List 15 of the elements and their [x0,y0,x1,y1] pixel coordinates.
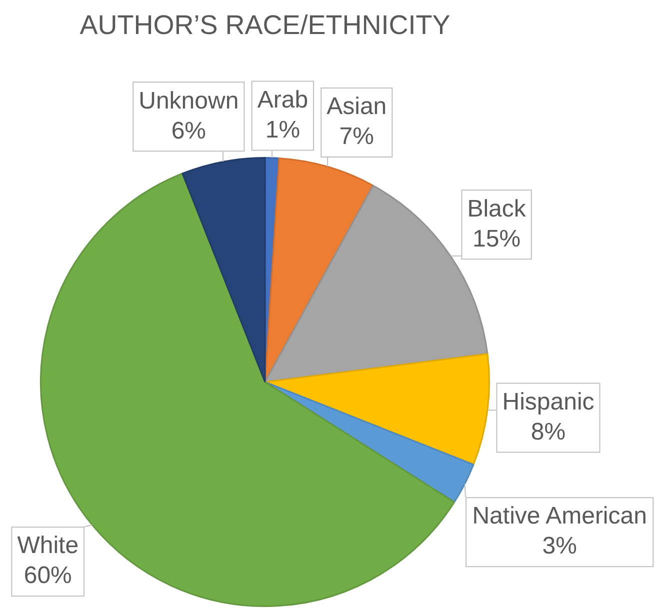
slice-label: Unknown [138,87,239,114]
slice-label: Asian [326,93,387,120]
data-label: 1% [265,116,300,144]
data-label: 7% [339,123,374,150]
data-label: 8% [530,418,566,446]
data-label: 3% [542,532,577,560]
slice-label: Black [467,195,527,222]
chart-title: AUTHOR’S RACE/ETHNICITY [80,10,450,40]
slice-label: Arab [257,86,308,114]
slice-label: Native American [472,502,647,530]
slice-label: Hispanic [502,388,594,416]
data-label: 15% [472,225,521,252]
data-label: 60% [24,562,72,590]
slice-label: White [17,532,79,560]
data-label: 6% [171,117,206,144]
